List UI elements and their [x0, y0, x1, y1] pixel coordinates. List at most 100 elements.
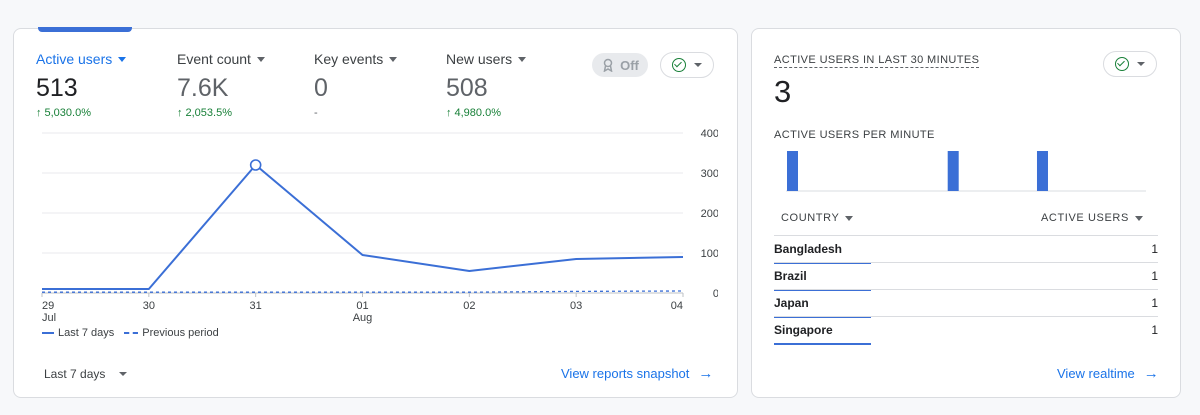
chart-series — [41, 159, 684, 293]
legend-swatch-solid — [42, 332, 54, 334]
realtime-value: 3 — [774, 74, 792, 109]
country-name: Bangladesh — [774, 242, 843, 256]
metric-value: 0 — [314, 74, 328, 102]
metric-change: ↑ 2,053.5% — [177, 107, 265, 119]
x-tick-label: 30 — [143, 300, 155, 312]
minute-bar — [787, 151, 798, 191]
x-tick-sublabel: Jul — [42, 312, 56, 324]
y-tick-label: 100 — [701, 248, 718, 260]
realtime-title[interactable]: ACTIVE USERS IN LAST 30 MINUTES — [774, 54, 980, 68]
date-range-label: Last 7 days — [44, 367, 106, 381]
x-tick-sublabel: Aug — [353, 312, 373, 324]
table-row[interactable]: Japan 1 — [774, 289, 1158, 318]
arrow-up-icon: ↑ — [36, 107, 42, 119]
country-users: 1 — [1151, 242, 1158, 256]
table-row[interactable]: Singapore 1 — [774, 316, 1158, 345]
caret-down-icon — [1134, 215, 1143, 221]
country-name: Brazil — [774, 269, 807, 283]
chart-legend: Last 7 days Previous period — [42, 327, 219, 339]
country-name: Singapore — [774, 323, 833, 337]
legend-current-label: Last 7 days — [58, 327, 115, 339]
active-users-column-header[interactable]: ACTIVE USERS — [1041, 212, 1143, 224]
caret-down-icon — [389, 56, 398, 62]
metric-label: Key events — [314, 51, 384, 67]
metric-new-users[interactable]: New users 508 ↑ 4,980.0% — [446, 51, 527, 119]
metric-event-count-selector[interactable]: Event count — [177, 51, 265, 67]
y-axis-ticks: 400 300 200 100 0 — [701, 129, 718, 300]
arrow-up-icon: ↑ — [446, 107, 452, 119]
check-circle-icon — [1115, 57, 1129, 71]
metric-change: ↑ 4,980.0% — [446, 107, 526, 119]
series-line-previous — [42, 290, 684, 293]
per-minute-title: ACTIVE USERS PER MINUTE — [774, 129, 935, 141]
arrow-up-icon: ↑ — [177, 107, 183, 119]
x-tick-label: 29 — [42, 300, 54, 312]
caret-down-icon — [518, 56, 527, 62]
reports-snapshot-card: Active users 513 ↑ 5,030.0% Event count … — [13, 27, 738, 398]
card-accent-bar — [38, 27, 132, 32]
metric-value: 7.6K — [177, 74, 229, 102]
country-column-header[interactable]: COUNTRY — [781, 212, 854, 224]
x-tick-label: 02 — [463, 300, 475, 312]
link-label: View reports snapshot — [561, 366, 690, 381]
country-share-bar — [774, 289, 871, 291]
metric-change: - — [314, 107, 397, 119]
column-label: ACTIVE USERS — [1041, 212, 1129, 224]
x-tick-label: 31 — [250, 300, 262, 312]
metric-change-value: 4,980.0% — [454, 107, 501, 119]
metric-active-users[interactable]: Active users 513 ↑ 5,030.0% — [36, 51, 127, 119]
view-reports-snapshot-link[interactable]: View reports snapshot → — [561, 366, 713, 381]
date-range-dropdown[interactable]: Last 7 days — [44, 367, 128, 381]
metric-key-events-selector[interactable]: Key events — [314, 51, 398, 67]
metric-label: New users — [446, 51, 513, 67]
arrow-right-icon: → — [1143, 365, 1159, 382]
status-menu-button[interactable] — [660, 52, 714, 78]
insights-toggle-label: Off — [620, 57, 639, 73]
series-line-current — [42, 164, 684, 290]
metric-label: Active users — [36, 51, 113, 67]
y-tick-label: 200 — [701, 208, 718, 220]
legend-swatch-dashed — [124, 332, 139, 334]
caret-down-icon — [1137, 62, 1145, 66]
caret-down-icon — [256, 56, 265, 62]
metric-event-count[interactable]: Event count 7.6K ↑ 2,053.5% — [177, 51, 265, 119]
country-share-bar — [774, 262, 871, 264]
metric-change: ↑ 5,030.0% — [36, 107, 126, 119]
column-label: COUNTRY — [781, 212, 840, 224]
view-realtime-link[interactable]: View realtime → — [1057, 366, 1159, 381]
caret-down-icon — [118, 56, 127, 62]
country-share-bar — [774, 316, 871, 318]
ribbon-badge-icon — [603, 58, 613, 72]
x-tick-label: 01 — [356, 300, 368, 312]
minute-bar — [1036, 151, 1048, 191]
x-tick-label: 04 — [671, 300, 683, 312]
country-name: Japan — [774, 296, 809, 310]
table-row[interactable]: Bangladesh 1 — [774, 235, 1158, 264]
metric-active-users-selector[interactable]: Active users — [36, 51, 127, 67]
country-users: 1 — [1151, 323, 1158, 337]
arrow-right-icon: → — [698, 365, 714, 382]
caret-down-icon — [119, 372, 128, 376]
check-circle-icon — [672, 58, 686, 72]
chart-gridlines — [42, 132, 683, 294]
metric-new-users-selector[interactable]: New users — [446, 51, 527, 67]
insights-toggle[interactable]: Off — [592, 53, 648, 77]
y-tick-label: 0 — [713, 288, 718, 300]
highlighted-data-point — [249, 159, 262, 171]
realtime-card: ACTIVE USERS IN LAST 30 MINUTES 3 ACTIVE… — [751, 28, 1181, 398]
metric-value: 508 — [446, 74, 488, 102]
metric-value: 513 — [36, 74, 78, 102]
metric-change-value: 5,030.0% — [44, 107, 91, 119]
x-tick-label: 03 — [570, 300, 582, 312]
metric-label: Event count — [177, 51, 251, 67]
legend-previous-label: Previous period — [142, 327, 219, 339]
status-menu-button[interactable] — [1103, 51, 1157, 77]
y-tick-label: 300 — [701, 168, 718, 180]
metric-change-value: 2,053.5% — [185, 107, 232, 119]
metric-key-events[interactable]: Key events 0 - — [314, 51, 398, 119]
per-minute-bar-chart — [786, 151, 1146, 192]
country-users: 1 — [1151, 296, 1158, 310]
table-row[interactable]: Brazil 1 — [774, 262, 1158, 291]
